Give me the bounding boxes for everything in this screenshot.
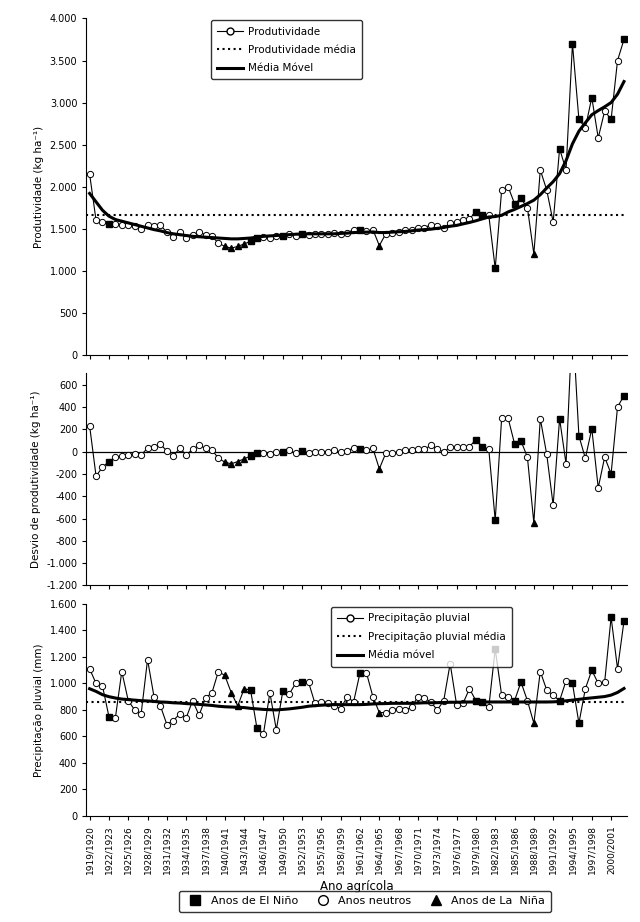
Legend: Anos de El Niño, Anos neutros, Anos de La  Niña: Anos de El Niño, Anos neutros, Anos de L… (179, 891, 551, 912)
X-axis label: Ano agrícola: Ano agrícola (320, 880, 394, 892)
Y-axis label: Produtividade (kg ha⁻¹): Produtividade (kg ha⁻¹) (34, 125, 44, 248)
Legend: Produtividade, Produtividade média, Média Móvel: Produtividade, Produtividade média, Médi… (211, 20, 362, 79)
Y-axis label: Desvio de produtividade (kg ha⁻¹): Desvio de produtividade (kg ha⁻¹) (31, 391, 41, 568)
Y-axis label: Precipitação pluvial (mm): Precipitação pluvial (mm) (34, 644, 44, 776)
Legend: Precipitação pluvial, Precipitação pluvial média, Média móvel: Precipitação pluvial, Precipitação pluvi… (331, 607, 513, 667)
